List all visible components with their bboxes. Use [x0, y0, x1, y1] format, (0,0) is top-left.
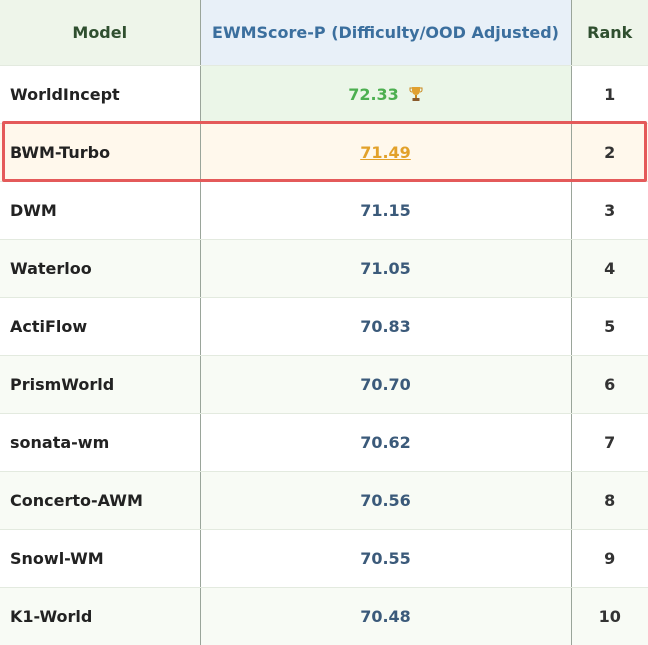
rank: 7: [571, 413, 648, 472]
score: 71.15: [360, 201, 411, 220]
score-cell: 70.83: [199, 297, 572, 356]
table-row: WorldIncept 72.33 1: [0, 65, 648, 124]
rank: 9: [571, 529, 648, 588]
score: 70.55: [360, 549, 411, 568]
table-row: Waterloo 71.05 4: [0, 239, 648, 298]
table-row: ActiFlow 70.83 5: [0, 297, 648, 356]
model-name: WorldIncept: [0, 65, 200, 124]
model-name: sonata-wm: [0, 413, 200, 472]
model-name: Waterloo: [0, 239, 200, 298]
score-cell: 72.33: [199, 65, 572, 124]
rank: 1: [571, 65, 648, 124]
rank: 10: [571, 587, 648, 645]
score-cell: 71.15: [199, 181, 572, 240]
rank: 5: [571, 297, 648, 356]
header-cell: Rank: [571, 0, 648, 66]
score: 70.56: [360, 491, 411, 510]
table-row: K1-World 70.48 10: [0, 587, 648, 645]
table-row: BWM-Turbo 71.49 2: [0, 123, 648, 182]
score-cell: 70.48: [199, 587, 572, 645]
model-name: BWM-Turbo: [0, 123, 200, 182]
model-name: Concerto-AWM: [0, 471, 200, 530]
score: 72.33: [348, 85, 399, 104]
header-row: Model EWMScore-P (Difficulty/OOD Adjuste…: [0, 0, 648, 66]
score: 70.62: [360, 433, 411, 452]
rank: 2: [571, 123, 648, 182]
score-cell: 70.55: [199, 529, 572, 588]
score-cell: 70.62: [199, 413, 572, 472]
rank: 8: [571, 471, 648, 530]
score: 71.49: [360, 143, 411, 162]
table-row: Concerto-AWM 70.56 8: [0, 471, 648, 530]
header-cell: Model: [0, 0, 200, 66]
score-cell: 71.49: [199, 123, 572, 182]
rank: 4: [571, 239, 648, 298]
score: 70.48: [360, 607, 411, 626]
table-row: sonata-wm 70.62 7: [0, 413, 648, 472]
score-cell: 70.70: [199, 355, 572, 414]
table-row: Snowl-WM 70.55 9: [0, 529, 648, 588]
model-name: PrismWorld: [0, 355, 200, 414]
model-name: K1-World: [0, 587, 200, 645]
table-row: PrismWorld 70.70 6: [0, 355, 648, 414]
rank: 3: [571, 181, 648, 240]
header-cell: EWMScore-P (Difficulty/OOD Adjusted): [199, 0, 572, 66]
model-name: DWM: [0, 181, 200, 240]
score: 70.83: [360, 317, 411, 336]
model-name: ActiFlow: [0, 297, 200, 356]
score: 70.70: [360, 375, 411, 394]
trophy-icon: [409, 87, 423, 101]
score-cell: 70.56: [199, 471, 572, 530]
model-name: Snowl-WM: [0, 529, 200, 588]
score-cell: 71.05: [199, 239, 572, 298]
rank: 6: [571, 355, 648, 414]
table-row: DWM 71.15 3: [0, 181, 648, 240]
score: 71.05: [360, 259, 411, 278]
